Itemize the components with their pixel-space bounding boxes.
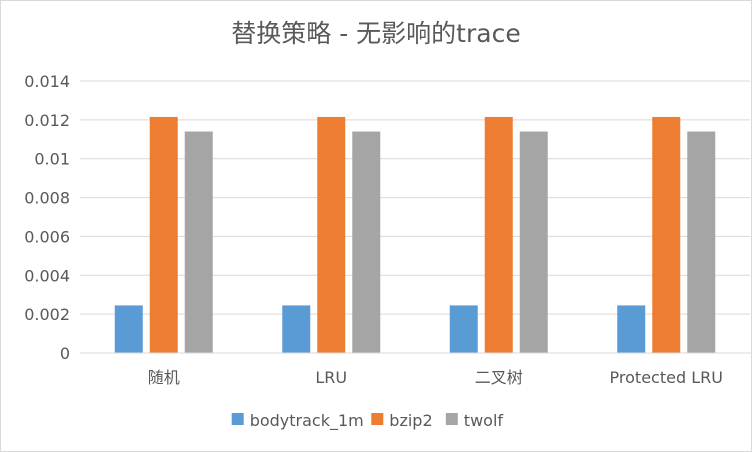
bar-bzip2-3 <box>652 116 681 353</box>
y-tick-label: 0.012 <box>24 111 70 130</box>
legend-label: twolf <box>464 411 504 430</box>
legend-swatch-bzip2 <box>371 413 384 425</box>
bar-bodytrack_1m-1 <box>282 305 311 353</box>
y-axis-ticks: 0 0.002 0.004 0.006 0.008 0.01 0.012 0.014 <box>24 72 70 363</box>
legend-label: bodytrack_1m <box>250 411 364 431</box>
bar-bzip2-1 <box>317 116 346 353</box>
bar-bodytrack_1m-2 <box>449 305 478 353</box>
y-tick-label: 0.002 <box>24 305 70 324</box>
x-category-label: 二叉树 <box>475 368 523 387</box>
bar-twolf-0 <box>184 131 213 353</box>
legend-label: bzip2 <box>389 411 432 430</box>
bar-twolf-2 <box>519 131 548 353</box>
bar-bzip2-0 <box>149 116 178 353</box>
bar-bodytrack_1m-3 <box>617 305 646 353</box>
y-tick-label: 0.008 <box>24 189 70 208</box>
x-axis-categories: 随机 LRU 二叉树 Protected LRU <box>148 368 723 387</box>
y-tick-label: 0.006 <box>24 227 70 246</box>
y-tick-label: 0.004 <box>24 266 70 285</box>
bar-twolf-3 <box>687 131 716 353</box>
bar-twolf-1 <box>352 131 381 353</box>
bar-bzip2-2 <box>484 116 513 353</box>
legend-swatch-twolf <box>445 413 458 425</box>
x-category-label: Protected LRU <box>610 368 723 387</box>
y-tick-label: 0.01 <box>34 150 70 169</box>
legend: bodytrack_1m bzip2 twolf <box>231 411 504 431</box>
bar-bodytrack_1m-0 <box>114 305 143 353</box>
chart-title: 替换策略 - 无影响的trace <box>231 19 520 48</box>
x-category-label: LRU <box>315 368 347 387</box>
bars <box>114 116 716 353</box>
y-tick-label: 0 <box>60 344 70 363</box>
legend-swatch-bodytrack_1m <box>231 413 244 425</box>
x-category-label: 随机 <box>148 368 180 387</box>
y-tick-label: 0.014 <box>24 72 70 91</box>
gridlines <box>80 80 750 315</box>
